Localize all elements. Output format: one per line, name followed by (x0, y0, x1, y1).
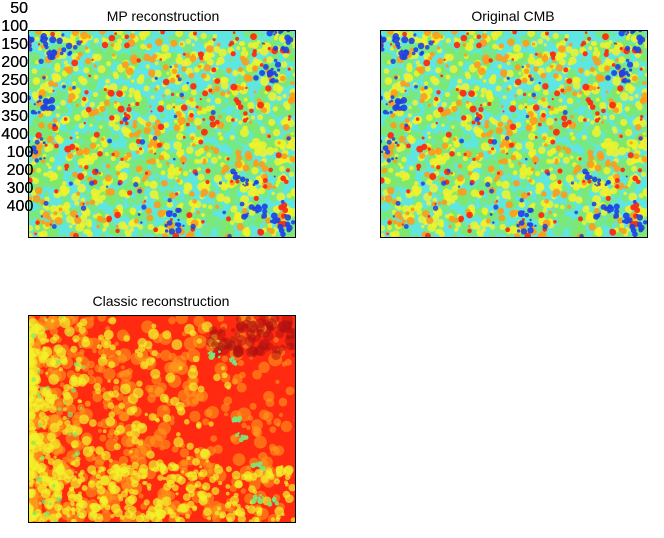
y-tick-label: 400 (1, 126, 28, 143)
y-tick-label: 150 (1, 36, 28, 53)
y-tick-label: 150 (1, 36, 28, 53)
y-tick-label: 400 (1, 126, 28, 143)
panel-title: MP reconstruction (106, 8, 220, 24)
x-tick-label: 400 (6, 198, 34, 215)
x-tick-label: 100 (6, 144, 34, 161)
y-tick-label: 400 (1, 126, 28, 143)
y-tick-label: 200 (1, 54, 28, 71)
x-tick-label: 300 (6, 180, 34, 197)
x-tick-label: 200 (6, 162, 34, 179)
y-tick-label: 50 (10, 0, 28, 17)
y-tick-label: 300 (1, 90, 28, 107)
y-tick-label: 350 (1, 108, 28, 125)
y-tick-label: 300 (1, 90, 28, 107)
panel-title: Classic reconstruction (92, 293, 230, 309)
y-tick-label: 50 (10, 0, 28, 17)
x-tick-label: 100 (6, 144, 34, 161)
y-tick-label: 200 (1, 54, 28, 71)
y-tick-label: 50 (10, 0, 28, 17)
panel-title: Original CMB (471, 8, 555, 24)
y-tick-label: 250 (1, 72, 28, 89)
cmb-map-image (29, 31, 295, 237)
x-tick-label: 400 (6, 198, 34, 215)
y-tick-label: 250 (1, 72, 28, 89)
image-plot (28, 315, 296, 523)
panel-classic-reconstruction: Classic reconstruction 50 100 150 200 25… (0, 0, 296, 523)
y-tick-label: 150 (1, 36, 28, 53)
image-plot (28, 30, 296, 238)
classic-map-image (29, 316, 295, 522)
x-tick-label: 300 (6, 180, 34, 197)
panel-mp-reconstruction: MP reconstruction 50 100 150 200 250 300… (0, 0, 296, 238)
x-tick-label: 400 (6, 198, 34, 215)
y-tick-label: 100 (1, 18, 28, 35)
y-tick-label: 200 (1, 54, 28, 71)
panel-original-cmb: Original CMB 50 100 150 200 250 300 350 … (0, 0, 648, 238)
y-tick-label: 100 (1, 18, 28, 35)
cmb-map-image (381, 31, 647, 237)
x-tick-label: 300 (6, 180, 34, 197)
y-tick-label: 350 (1, 108, 28, 125)
x-tick-label: 200 (6, 162, 34, 179)
x-tick-label: 100 (6, 144, 34, 161)
y-tick-label: 250 (1, 72, 28, 89)
image-plot (380, 30, 648, 238)
y-tick-label: 100 (1, 18, 28, 35)
y-tick-label: 350 (1, 108, 28, 125)
y-tick-label: 300 (1, 90, 28, 107)
x-tick-label: 200 (6, 162, 34, 179)
